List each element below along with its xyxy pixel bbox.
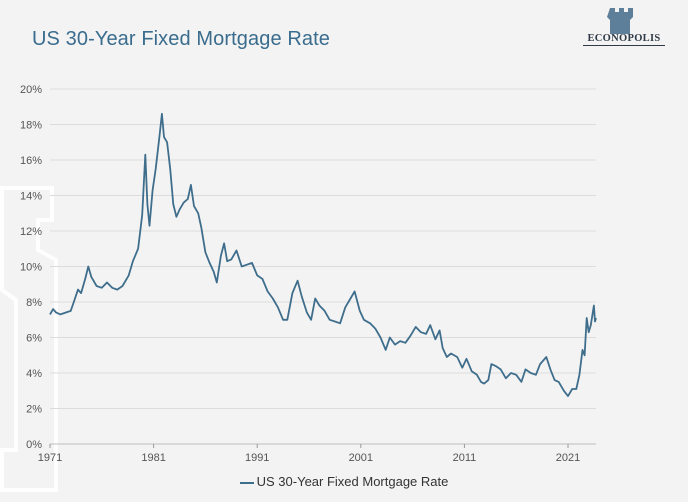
- y-tick-label: 14%: [20, 191, 42, 203]
- y-tick-label: 2%: [26, 404, 42, 416]
- watermark-graphic: [0, 186, 58, 492]
- legend: US 30-Year Fixed Mortgage Rate: [0, 474, 688, 489]
- legend-label: US 30-Year Fixed Mortgage Rate: [256, 474, 449, 489]
- y-tick-label: 20%: [20, 84, 42, 96]
- x-tick-label: 2001: [349, 452, 373, 464]
- x-tick-label: 1971: [38, 452, 62, 464]
- legend-swatch: [239, 481, 254, 484]
- y-tick-label: 10%: [20, 262, 42, 274]
- y-tick-label: 0%: [26, 439, 42, 451]
- chart-title: US 30-Year Fixed Mortgage Rate: [32, 28, 330, 50]
- x-tick-label: 2021: [556, 452, 580, 464]
- logo-wordmark: ECONOPOLIS: [583, 33, 665, 46]
- x-tick-label: 1981: [141, 452, 165, 464]
- econopolis-logo: ECONOPOLIS: [583, 6, 665, 46]
- series-line: [49, 112, 597, 397]
- x-tick-label: 1991: [245, 452, 269, 464]
- x-tick-label: 2011: [453, 452, 477, 464]
- y-tick-label: 18%: [20, 120, 42, 132]
- y-tick-label: 6%: [26, 333, 42, 345]
- y-tick-label: 16%: [20, 155, 42, 167]
- y-tick-label: 8%: [26, 297, 42, 309]
- y-axis: 0% 2% 4% 6% 8% 10% 12% 14% 16% 18% 20%: [20, 84, 42, 451]
- y-tick-label: 4%: [26, 368, 42, 380]
- y-tick-label: 12%: [20, 226, 42, 238]
- tower-icon: [607, 8, 633, 34]
- x-axis: 1971 1981 1991 2001 2011 2021: [38, 444, 580, 464]
